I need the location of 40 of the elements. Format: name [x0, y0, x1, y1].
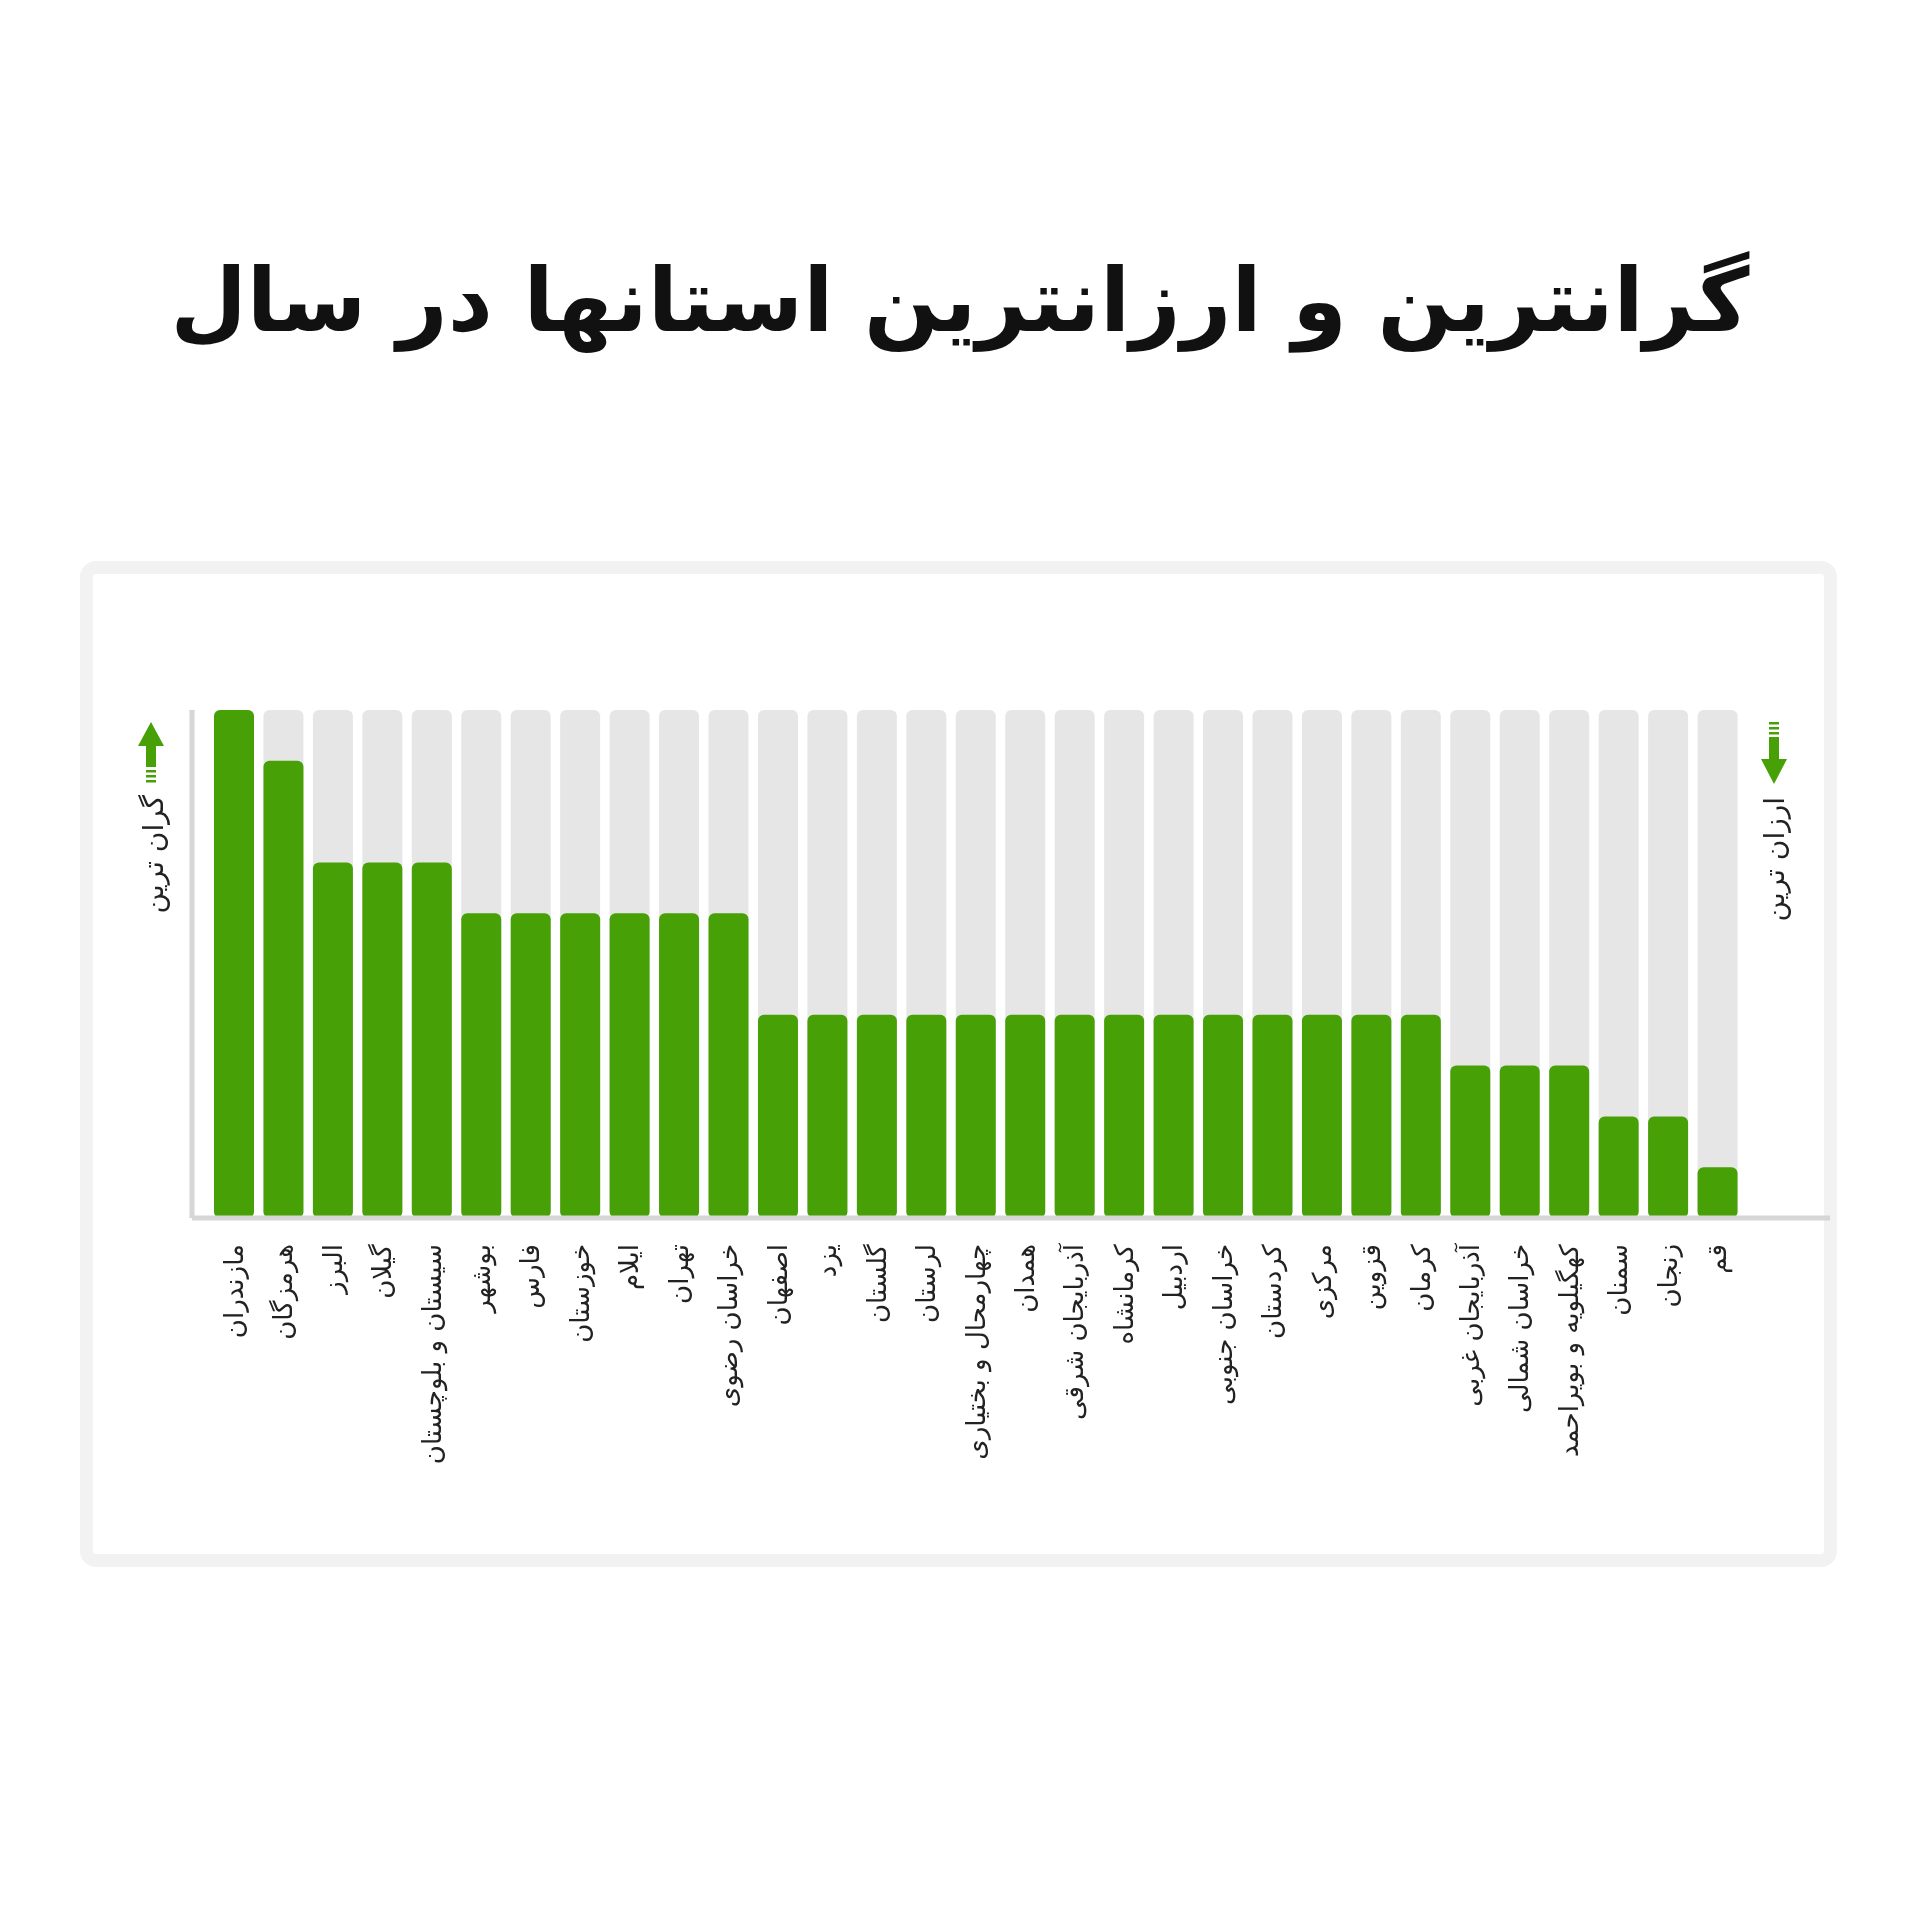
bar [1549, 1065, 1590, 1218]
x-tick-label: کهگیلویه و بویراحمد [1553, 1243, 1585, 1458]
x-tick-label: زنجان [1652, 1244, 1683, 1308]
x-tick-label: تهران [663, 1244, 695, 1304]
x-tick-label: خراسان شمالی [1504, 1244, 1536, 1414]
bar [1450, 1065, 1491, 1218]
bar [1598, 1116, 1639, 1218]
x-tick-label: گلستان [861, 1243, 892, 1324]
x-tick-label: سمنان [1603, 1244, 1634, 1316]
x-tick-label: آذربایجان غربی [1454, 1242, 1487, 1407]
x-tick-label: قزوین [1356, 1244, 1388, 1311]
x-tick-label: همدان [1009, 1244, 1040, 1313]
x-tick-label: کردستان [1257, 1243, 1289, 1339]
bar [1697, 1167, 1738, 1218]
x-tick-label: بوشهر [465, 1244, 497, 1315]
y2-axis-title: ارزان ترین [1757, 797, 1791, 922]
x-tick-label: فارس [515, 1244, 546, 1309]
x-tick-label: لرستان [911, 1244, 943, 1323]
chart-title: گرانترین و ارزانترین استانها در سال [169, 248, 1751, 355]
x-tick-label: کرمانشاه [1108, 1243, 1140, 1345]
x-tick-label: کرمان [1405, 1243, 1437, 1312]
x-tick-label: خوزستان [564, 1244, 596, 1343]
bar [1499, 1065, 1540, 1218]
x-tick-label: ایلام [614, 1244, 645, 1291]
x-tick-label: اردبیل [1158, 1244, 1189, 1311]
x-tick-label: چهارمحال و بختیاری [960, 1244, 992, 1460]
y-axis-title: گران ترین [136, 794, 170, 914]
x-tick-label: هرمزگان [268, 1244, 300, 1340]
bar [1648, 1116, 1689, 1218]
x-tick-label: البرز [317, 1244, 349, 1296]
x-tick-label: آذربایجان شرقی [1058, 1242, 1091, 1421]
x-tick-label: مرکزی [1306, 1244, 1338, 1320]
x-tick-label: اصفهان [762, 1244, 794, 1326]
x-tick-label: خراسان رضوی [713, 1244, 745, 1408]
x-tick-label: مازندران [218, 1244, 249, 1339]
x-tick-label: خراسان جنوبی [1207, 1244, 1239, 1405]
x-tick-label: قم [1702, 1244, 1734, 1274]
x-tick-label: گیلان [367, 1243, 398, 1299]
x-tick-label: یزد [812, 1244, 844, 1278]
x-tick-label: سیستان و بلوچستان [416, 1244, 448, 1465]
